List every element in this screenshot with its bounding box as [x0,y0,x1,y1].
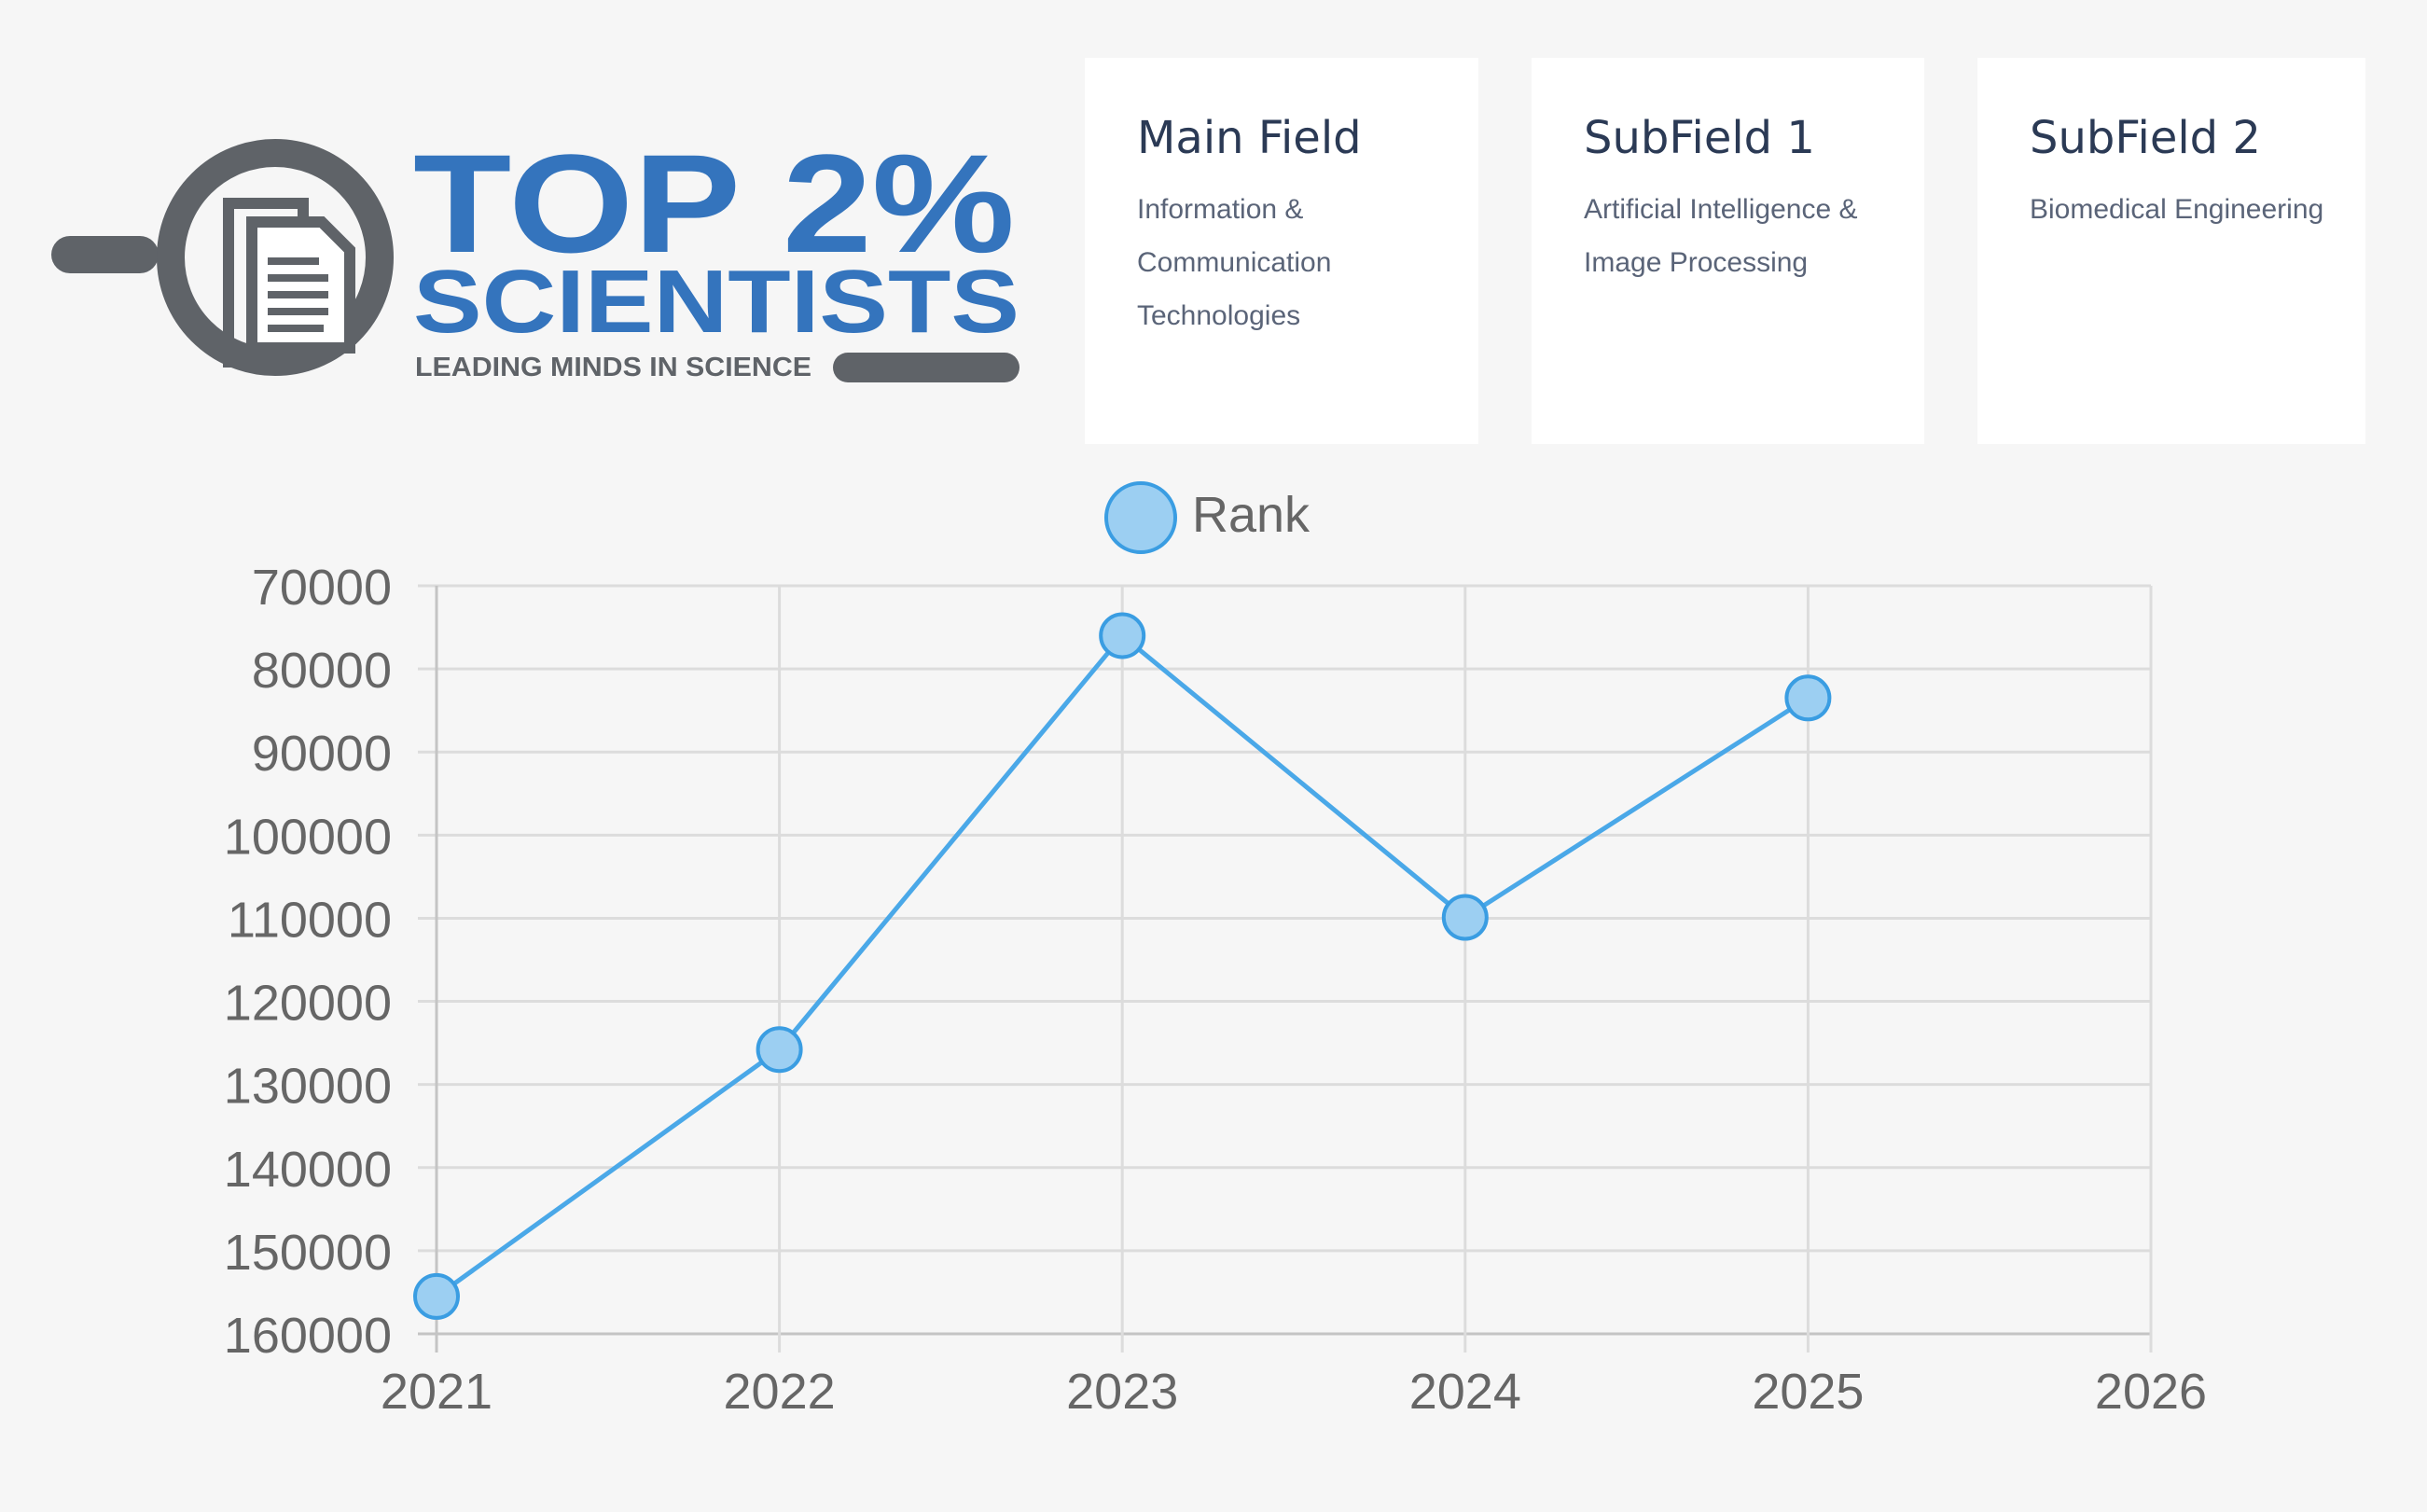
x-tick-label: 2025 [1752,1364,1864,1420]
x-axis-ticks: 2021 2022 2023 2024 2025 2026 [381,1364,2207,1420]
y-tick-label: 130000 [224,1059,392,1115]
subfield-2-value: Biomedical Engineering [2030,193,2324,225]
x-gridlines [435,586,2153,1352]
y-tick-label: 120000 [224,976,392,1032]
legend-swatch [1104,481,1177,554]
rank-line-chart: Rank 70000 80000 90000 100000 110000 120000 13… [224,481,2207,1420]
chart-legend: Rank [1104,481,1311,554]
rank-point[interactable] [1099,612,1146,659]
top-2-percent-scientists-logo: TOP 2% SCIENTISTS LEADING MINDS IN SCIEN… [51,129,1019,382]
logo-underline-bar [833,353,1019,382]
x-tick-label: 2024 [1409,1364,1521,1420]
logo-title-scientists: SCIENTISTS [413,252,1019,352]
x-tick-label: 2022 [724,1364,836,1420]
y-tick-label: 110000 [228,892,392,948]
main-field-value: Information & Communication Technologies [1137,193,1332,331]
document-icon [223,198,355,368]
logo-title-top: TOP 2% [413,129,1015,282]
y-tick-label: 140000 [224,1142,392,1198]
y-gridlines [418,584,2151,1336]
y-tick-label: 70000 [252,560,392,616]
main-field-card: Main Field Information & Communication T… [1085,58,1478,444]
rank-series [413,612,1832,1320]
magnifier-handle [51,236,159,273]
x-tick-label: 2023 [1066,1364,1178,1420]
legend-label: Rank [1192,487,1311,543]
subfield-1-value: Artificial Intelligence & Image Processi… [1584,193,1858,278]
y-tick-label: 160000 [224,1308,392,1364]
subfield-2-title: SubField 2 [2030,112,2261,164]
logo-tagline: LEADING MINDS IN SCIENCE [415,353,811,382]
y-tick-label: 100000 [224,809,392,865]
rank-point[interactable] [756,1026,803,1074]
rank-point[interactable] [1784,674,1832,722]
y-tick-label: 90000 [252,726,392,782]
rank-point[interactable] [1441,894,1489,941]
main-field-title: Main Field [1137,112,1362,164]
x-tick-label: 2026 [2095,1364,2207,1420]
x-tick-label: 2021 [381,1364,492,1420]
subfield-1-title: SubField 1 [1584,112,1815,164]
rank-point[interactable] [413,1272,460,1320]
subfield-1-card: SubField 1 Artificial Intelligence & Ima… [1532,58,1924,444]
subfield-2-card: SubField 2 Biomedical Engineering [1977,58,2365,444]
y-tick-label: 150000 [224,1225,392,1281]
y-tick-label: 80000 [252,643,392,699]
y-axis-ticks: 70000 80000 90000 100000 110000 120000 130000 1… [224,560,392,1364]
